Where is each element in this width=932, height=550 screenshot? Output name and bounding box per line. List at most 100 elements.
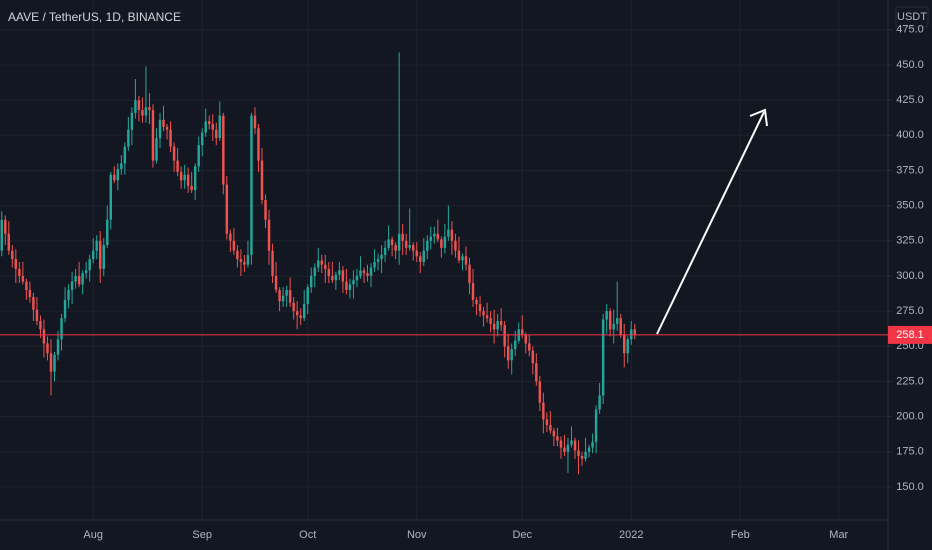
candle-body <box>626 339 629 354</box>
candle-body <box>292 302 295 312</box>
candle-body <box>98 240 102 269</box>
candle-body <box>179 171 183 181</box>
candle-body <box>503 325 506 347</box>
candle-body <box>461 256 464 261</box>
candle-body <box>577 450 580 457</box>
candle-body <box>120 163 123 170</box>
candles <box>0 52 637 475</box>
y-tick-label: 475.0 <box>896 24 924 36</box>
candle-body <box>619 318 622 336</box>
candle-body <box>457 250 461 261</box>
candle-body <box>77 275 81 285</box>
y-tick-label: 450.0 <box>896 59 924 71</box>
candle-body <box>454 240 457 251</box>
y-tick-label: 325.0 <box>896 235 924 247</box>
candle-body <box>598 395 601 410</box>
candle-body <box>549 425 552 431</box>
candle-body <box>127 129 130 147</box>
candle-body <box>113 174 116 181</box>
candle-body <box>573 440 577 451</box>
candle-body <box>429 236 433 241</box>
candle-body <box>53 354 56 372</box>
candle-body <box>601 319 605 396</box>
candle-body <box>162 119 165 127</box>
candle-body <box>513 340 517 350</box>
candle-body <box>116 169 120 181</box>
candle-body <box>404 240 408 248</box>
candle-body <box>317 260 320 268</box>
candle-body <box>324 264 327 269</box>
candle-body <box>492 323 496 330</box>
candle-body <box>478 304 482 312</box>
candle-body <box>169 129 172 147</box>
candle-body <box>200 132 204 146</box>
candle-body <box>0 219 3 251</box>
candle-body <box>39 320 42 330</box>
candle-body <box>74 275 77 282</box>
candle-body <box>246 254 250 265</box>
candle-body <box>70 281 74 291</box>
candle-body <box>584 451 587 459</box>
candle-body <box>415 250 418 257</box>
candle-body <box>11 250 14 260</box>
candle-body <box>299 315 302 319</box>
candle-body <box>499 320 503 326</box>
candle-body <box>612 323 615 330</box>
candle-body <box>521 329 524 336</box>
candle-body <box>285 290 288 296</box>
candle-body <box>134 100 137 113</box>
candle-body <box>91 250 95 260</box>
candle-body <box>302 304 306 319</box>
candle-body <box>190 185 193 191</box>
candle-body <box>14 259 18 269</box>
candle-body <box>524 335 527 344</box>
x-tick-label: Feb <box>731 529 750 541</box>
candle-body <box>506 346 510 361</box>
candle-body <box>411 245 415 251</box>
y-tick-label: 225.0 <box>896 375 924 387</box>
candle-body <box>95 240 98 251</box>
candle-body <box>538 381 542 403</box>
candle-body <box>366 273 369 276</box>
x-tick-label: Oct <box>299 529 316 541</box>
y-tick-label: 300.0 <box>896 270 924 282</box>
candle-body <box>531 350 535 364</box>
candle-body <box>362 270 366 274</box>
candle-body <box>390 239 394 246</box>
candle-body <box>338 270 341 275</box>
candle-body <box>21 275 25 282</box>
candle-body <box>250 115 253 255</box>
candle-body <box>123 146 127 164</box>
candle-body <box>387 239 390 248</box>
candle-body <box>331 275 334 281</box>
candle-body <box>468 264 471 283</box>
candle-body <box>278 290 281 302</box>
candle-body <box>447 229 450 237</box>
candle-body <box>310 275 313 288</box>
candle-body <box>408 245 411 248</box>
candle-body <box>28 290 32 298</box>
candle-body <box>274 275 278 291</box>
candle-body <box>352 280 355 285</box>
candle-body <box>148 107 151 110</box>
candle-body <box>236 250 239 260</box>
candle-body <box>359 270 362 276</box>
candle-body <box>605 311 608 320</box>
candle-body <box>222 115 225 185</box>
candle-body <box>32 297 35 310</box>
candle-body <box>253 115 257 129</box>
candle-body <box>155 138 158 161</box>
candle-body <box>510 349 513 361</box>
candle-body <box>229 233 232 241</box>
x-tick-label: Mar <box>829 529 848 541</box>
candle-body <box>570 440 573 445</box>
candle-body <box>422 250 426 262</box>
candle-body <box>485 315 489 319</box>
candle-body <box>369 267 373 276</box>
candle-body <box>559 440 563 448</box>
candle-body <box>630 329 633 340</box>
candle-body <box>239 259 243 262</box>
currency-box <box>895 6 929 28</box>
